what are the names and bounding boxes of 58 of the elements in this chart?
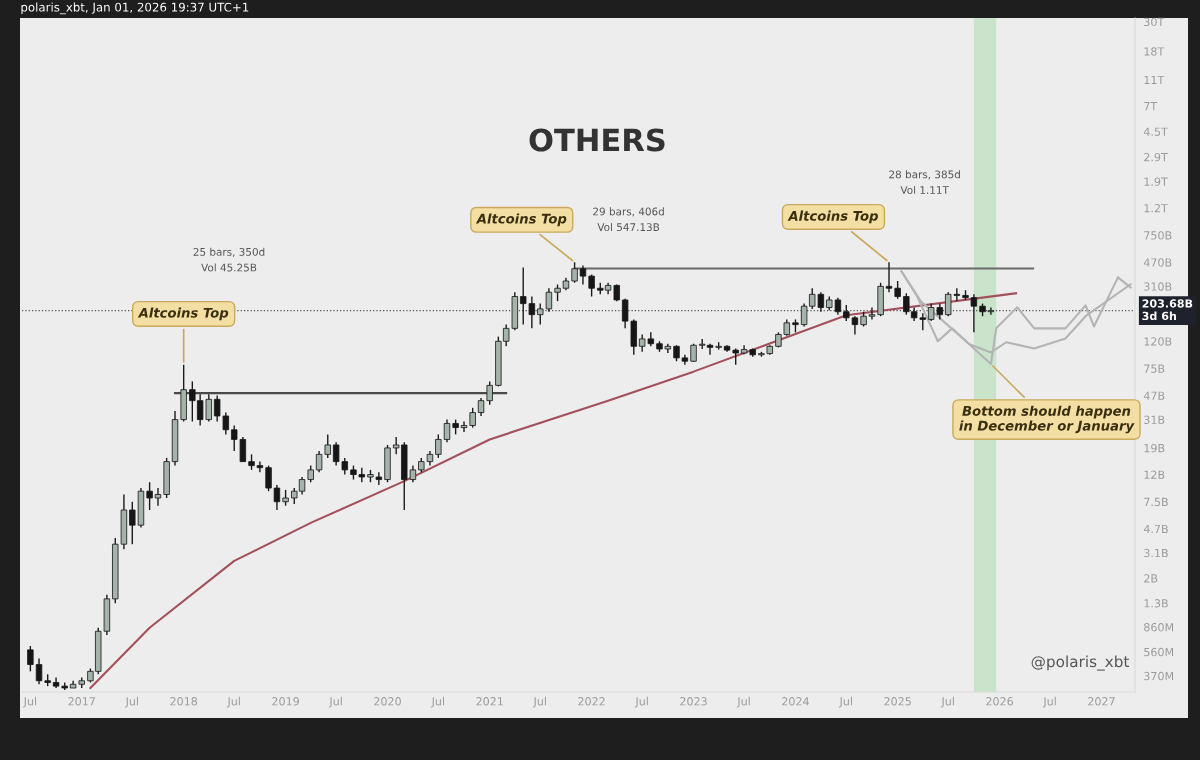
annotation: Altcoins Top: [787, 210, 878, 224]
text: OTHERS: [529, 128, 665, 152]
x-tick-label: 2024: [782, 697, 809, 706]
annotation: 29 bars, 406d Vol 547.13B: [593, 207, 664, 232]
y-tick-label: 2B: [1144, 574, 1158, 583]
x-tick-label: 2025: [884, 697, 911, 706]
ref-line-label: 203.68B 3d 6h: [1142, 299, 1193, 321]
y-tick-label: 47B: [1143, 391, 1165, 400]
x-tick-label: Jul: [125, 696, 138, 708]
annotation: Altcoins Top: [475, 213, 567, 227]
x-tick-label: 2021: [476, 697, 503, 706]
y-tick-label: 75B: [1144, 364, 1165, 373]
y-tick-label: 31B: [1144, 415, 1165, 424]
annotation: Altcoins Top: [137, 307, 229, 321]
y-tick-label: 120B: [1144, 337, 1172, 346]
y-tick-label: 12B: [1144, 470, 1165, 479]
y-tick-label: 3.1B: [1144, 548, 1168, 558]
annotation: Bottom should happen in December or January: [959, 405, 1135, 434]
x-tick-label: Jul: [431, 696, 444, 708]
y-tick-label: 4.5T: [1143, 127, 1168, 136]
x-tick-label: 2022: [578, 697, 605, 706]
y-tick-label: 18T: [1144, 47, 1165, 56]
x-tick-label: Jul: [23, 696, 37, 708]
x-tick-label: 2018: [170, 697, 198, 706]
y-tick-label: 1.3B: [1144, 599, 1168, 608]
y-tick-label: 11T: [1144, 75, 1165, 85]
x-tick-label: Jul: [839, 696, 852, 708]
x-tick-label: Jul: [634, 696, 648, 708]
annotation: @polaris_xbt: [1031, 655, 1130, 671]
x-tick-label: 2019: [272, 697, 299, 706]
x-tick-label: 2027: [1088, 697, 1115, 706]
y-tick-label: 19B: [1144, 443, 1165, 453]
y-tick-label: 7.5B: [1144, 497, 1168, 507]
y-tick-label: 370M: [1144, 671, 1174, 681]
y-tick-label: 470B: [1143, 258, 1172, 267]
y-tick-label: 1.9T: [1144, 177, 1168, 186]
x-tick-label: Jul: [226, 696, 240, 708]
x-tick-label: Jul: [736, 696, 750, 708]
y-tick-label: 30T: [1144, 17, 1165, 27]
y-tick-label: 2.9T: [1144, 152, 1168, 162]
annotation: 25 bars, 350d Vol 45.25B: [193, 247, 265, 272]
x-tick-label: Jul: [1042, 696, 1056, 708]
x-tick-label: 2023: [680, 697, 707, 706]
y-tick-label: 750B: [1144, 231, 1172, 240]
x-tick-label: Jul: [940, 696, 954, 708]
x-tick-label: 2026: [986, 697, 1014, 706]
y-tick-label: 1.2T: [1144, 203, 1168, 213]
x-tick-label: Jul: [532, 696, 546, 708]
y-tick-label: 560M: [1144, 647, 1174, 657]
annotation: 28 bars, 385d Vol 1.11T: [889, 170, 960, 194]
y-tick-label: 860M: [1144, 623, 1174, 632]
y-tick-label: 4.7B: [1143, 524, 1168, 533]
text: polaris_xbt, Jan 01, 2026 19:37 UTC+1: [21, 2, 249, 15]
x-tick-label: 2017: [68, 697, 95, 706]
x-tick-label: 2020: [374, 697, 401, 706]
y-tick-label: 7T: [1144, 102, 1158, 111]
y-tick-label: 310B: [1144, 282, 1172, 291]
x-tick-label: Jul: [328, 696, 342, 708]
